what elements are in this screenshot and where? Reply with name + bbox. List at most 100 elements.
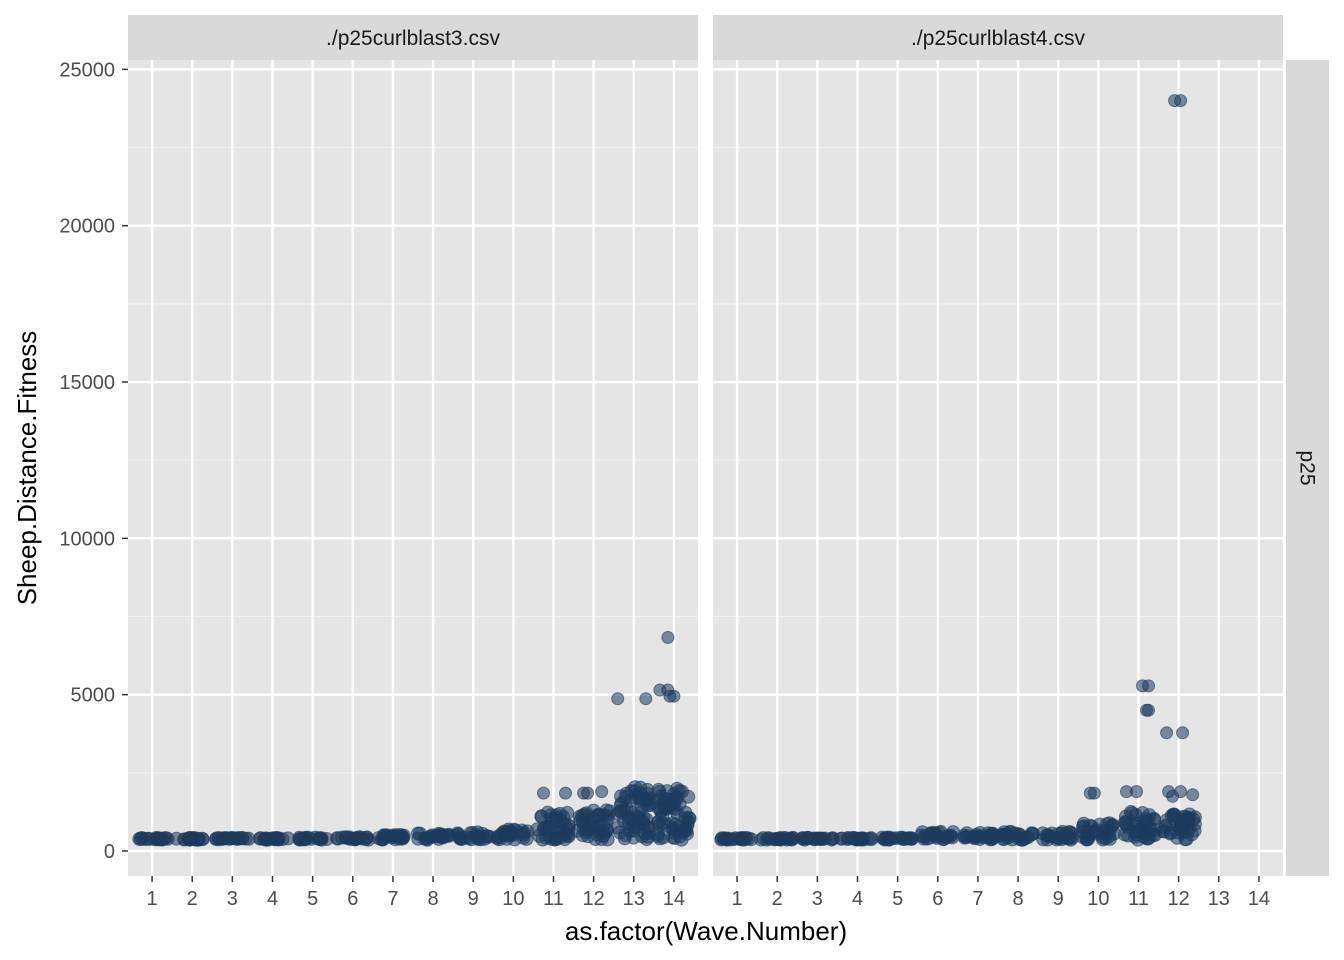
data-point [595,785,609,799]
data-point [451,827,466,842]
data-point [981,830,996,845]
data-point [359,830,374,845]
data-point [1040,832,1055,847]
y-tick-label: 15000 [59,372,115,394]
data-point [537,786,550,800]
data-point [516,827,531,842]
data-point [940,829,955,844]
data-point [600,832,615,847]
data-point [312,831,327,846]
data-point [611,692,625,706]
data-point [1160,726,1174,740]
data-point [209,832,224,847]
data-point [1142,679,1155,693]
x-tick-label: 6 [932,888,943,910]
data-point [549,832,564,846]
data-point [586,803,601,818]
data-point [269,832,284,846]
y-axis-label: Sheep.Distance.Fitness [12,331,42,606]
points-group [132,631,697,847]
x-tick-label: 9 [468,888,479,910]
data-point [795,831,810,846]
data-point [613,804,628,819]
data-point [585,818,600,833]
panel-layer: ./p25curlblast3.csv ./p25curlblast4.csv [128,15,1283,876]
data-point [1138,811,1153,826]
data-point [235,830,250,845]
data-point [1120,785,1133,799]
data-point [1087,786,1101,800]
x-tick-label: 3 [812,888,823,910]
data-point [623,794,638,808]
y-tick-label: 5000 [71,685,116,707]
data-point [656,830,671,845]
data-point [667,689,681,703]
data-point [153,832,168,847]
x-tick-label: 12 [1168,888,1190,910]
data-point [661,631,675,644]
x-tick-label: 2 [772,888,783,910]
axis-layer: 1 2 3 4 5 6 7 8 9 10 11 12 13 14 1 2 3 4 5 6 7 8 9 10 11 12 13 1405… [59,59,1329,910]
data-point [503,824,518,838]
data-point [141,831,155,846]
data-point [1173,821,1188,836]
facet-strip-label: ./p25curlblast4.csv [911,27,1085,50]
x-tick-label: 3 [227,888,238,910]
data-point [169,831,184,846]
data-point [190,832,205,847]
data-point [413,826,427,841]
data-point [1174,94,1188,108]
data-point [639,692,653,706]
x-tick-label: 5 [307,888,318,910]
facet-strip-label: ./p25curlblast3.csv [326,27,500,50]
data-point [581,786,595,800]
x-tick-label: 10 [1087,888,1109,910]
data-point [768,832,783,846]
data-point [816,831,831,846]
data-point [611,820,626,835]
data-point [532,828,547,843]
x-tick-label: 7 [387,888,398,910]
x-tick-label: 12 [583,888,605,910]
x-tick-label: 1 [147,888,158,910]
data-point [1142,703,1155,717]
x-tick-label: 5 [892,888,903,910]
x-tick-label: 8 [1013,888,1024,910]
data-point [665,816,680,831]
x-tick-label: 14 [663,888,685,910]
data-point [543,808,558,823]
x-tick-label: 6 [347,888,358,910]
facet-strip [128,15,698,60]
data-point [435,830,450,845]
panel-background [713,60,1283,876]
data-point [852,831,867,846]
data-point [1174,785,1188,799]
x-tick-label: 4 [267,888,278,910]
data-point [1127,819,1142,834]
data-point [924,826,938,841]
row-strip-label: p25 [1296,450,1319,485]
data-point [1081,830,1096,845]
data-point [330,831,345,846]
data-point [997,825,1012,840]
panel-2: ./p25curlblast4.csv [713,15,1283,876]
data-point [472,829,487,844]
x-tick-label: 1 [732,888,743,910]
data-point [1176,726,1190,740]
data-point [896,832,911,847]
data-point [681,789,696,804]
x-tick-label: 9 [1053,888,1064,910]
y-tick-label: 20000 [59,216,115,238]
x-tick-label: 10 [502,888,524,910]
data-point [1167,807,1182,822]
x-tick-label: 13 [1208,888,1230,910]
row-strip [1286,60,1329,876]
points-group [714,94,1202,847]
data-point [680,815,695,829]
x-tick-label: 4 [852,888,863,910]
data-point [882,830,897,845]
x-tick-label: 13 [623,888,645,910]
data-point [754,832,769,847]
data-point [656,796,671,811]
